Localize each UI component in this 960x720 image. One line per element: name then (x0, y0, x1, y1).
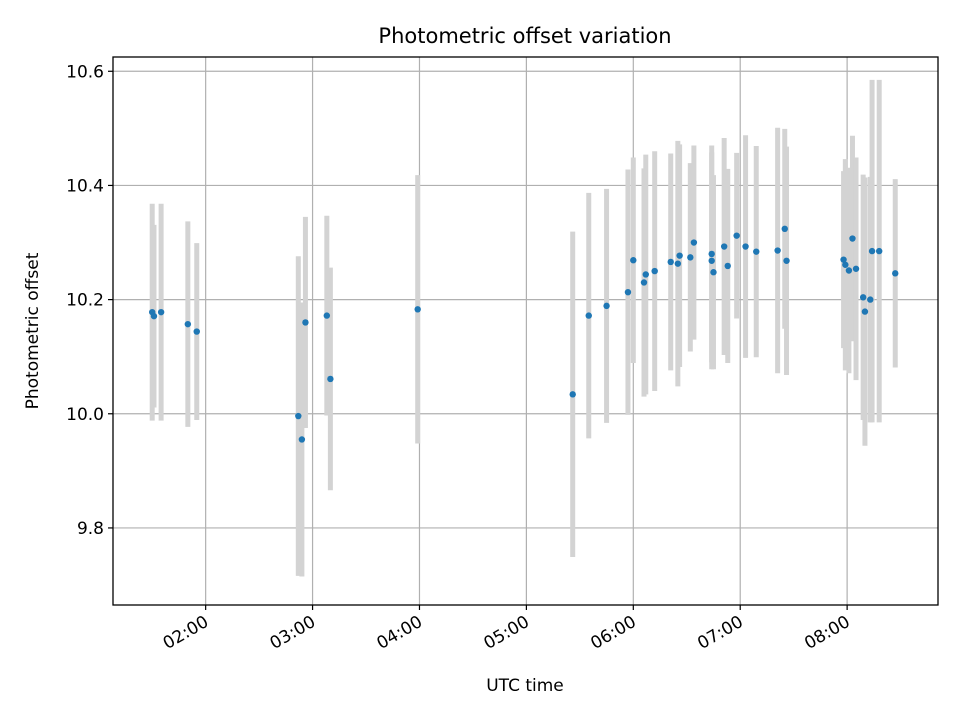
data-point (687, 254, 694, 261)
data-point (193, 328, 200, 335)
x-tick-label: 04:00 (374, 612, 426, 654)
data-point (845, 267, 853, 274)
tick-layer: 02:00 03:00 04:00 05:00 06:00 07:00 08:00 9.8 10… (66, 62, 853, 654)
data-point (302, 319, 309, 326)
point-layer (149, 225, 899, 443)
data-point (742, 243, 749, 250)
data-point (852, 265, 860, 272)
data-point (150, 312, 158, 320)
x-tick-label: 08:00 (801, 612, 853, 654)
data-point (733, 232, 740, 239)
data-point (327, 375, 334, 383)
y-tick-label: 10.6 (66, 62, 104, 82)
data-point (875, 247, 883, 255)
data-point (892, 270, 899, 277)
x-tick-label: 07:00 (694, 612, 746, 654)
plot-frame (112, 56, 939, 606)
data-point (708, 257, 715, 264)
data-point (868, 247, 876, 255)
chart-title: Photometric offset variation (378, 24, 671, 48)
x-tick-label: 02:00 (160, 612, 212, 654)
y-tick-label: 9.8 (77, 519, 104, 539)
data-point (569, 391, 576, 398)
x-tick-label: 05:00 (480, 612, 532, 654)
data-point (642, 271, 649, 278)
data-point (323, 312, 331, 319)
data-point (184, 320, 192, 328)
data-point (690, 239, 698, 246)
data-point (651, 267, 658, 275)
data-point (840, 256, 847, 263)
data-point (630, 257, 637, 264)
grid-layer (113, 57, 938, 605)
data-point (783, 257, 790, 264)
x-tick-label: 03:00 (267, 612, 319, 654)
data-point (710, 269, 717, 276)
data-point (295, 412, 302, 420)
data-point (867, 296, 874, 303)
data-point (861, 308, 869, 315)
data-point (674, 260, 682, 267)
data-point (720, 243, 728, 250)
data-point (859, 294, 867, 301)
y-tick-label: 10.0 (66, 405, 104, 425)
data-point (414, 306, 421, 313)
data-point (781, 225, 788, 233)
data-point (640, 279, 648, 286)
data-point (724, 262, 731, 270)
data-point (298, 436, 306, 443)
data-point (753, 248, 760, 255)
x-axis-label: UTC time (486, 676, 564, 696)
x-tick-label: 06:00 (587, 612, 639, 654)
data-point (603, 302, 610, 310)
y-tick-label: 10.2 (66, 291, 104, 311)
y-axis-label: Photometric offset (23, 252, 43, 409)
y-tick-label: 10.4 (66, 176, 104, 196)
errorbar-layer (149, 79, 898, 577)
data-point (708, 250, 715, 258)
data-point (676, 252, 683, 259)
data-point (585, 312, 592, 319)
data-point (667, 258, 674, 266)
data-point (157, 308, 165, 316)
data-point (774, 247, 781, 254)
data-point (842, 261, 849, 268)
data-point (624, 288, 632, 296)
data-point (849, 235, 856, 242)
